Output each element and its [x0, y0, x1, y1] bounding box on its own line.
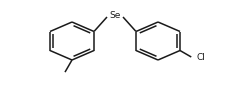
Text: Se: Se: [109, 12, 120, 21]
Text: Cl: Cl: [195, 53, 204, 62]
